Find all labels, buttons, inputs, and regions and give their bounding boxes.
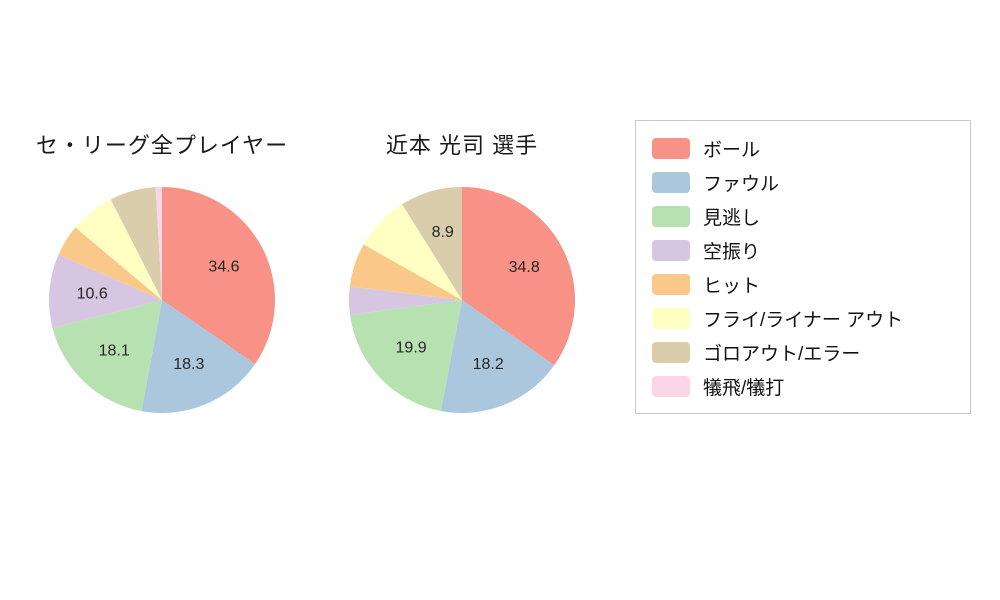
pie-slice-label-2: 19.9 [396,339,427,356]
legend-label-called-strike: 見逃し [703,207,761,229]
legend-item-hit: ヒット [652,267,954,301]
pie-slice-1 [141,300,256,414]
legend: ボール ファウル 見逃し 空振り ヒット フライ/ライナー アウト ゴロアウト/… [635,120,971,414]
pie-slice-0 [162,187,275,365]
pie-slice-5 [75,199,162,300]
pie-slice-6 [110,187,162,300]
legend-label-groundout-error: ゴロアウト/エラー [703,343,861,365]
legend-item-sacrifice: 犠飛/犠打 [652,369,954,403]
legend-label-foul: ファウル [703,173,780,195]
pie-slice-1 [440,300,555,414]
legend-swatch-called-strike [652,205,690,227]
pie-slice-5 [363,204,462,300]
legend-swatch-swinging-miss [652,239,690,261]
legend-swatch-groundout-error [652,341,690,363]
legend-label-sacrifice: 犠飛/犠打 [703,377,785,399]
legend-item-fly-liner-out: フライ/ライナー アウト [652,301,954,335]
pie-slice-label-1: 18.2 [473,356,504,373]
pie-slice-label-3: 10.6 [77,286,108,303]
pie-slice-3 [348,286,462,315]
pie-slice-label-0: 34.8 [509,259,540,276]
legend-label-hit: ヒット [703,275,761,297]
pie-slice-0 [462,187,576,366]
left-pie-title: セ・リーグ全プレイヤー [35,133,289,158]
legend-label-swinging-miss: 空振り [703,241,761,263]
legend-swatch-fly-liner-out [652,307,690,329]
legend-label-ball: ボール [703,139,761,161]
pie-slice-label-6: 8.9 [432,224,454,241]
legend-swatch-hit [652,273,690,295]
right-pie-title: 近本 光司 選手 [385,133,539,158]
legend-item-ball: ボール [652,131,954,165]
pie-slice-label-2: 18.1 [99,342,130,359]
legend-swatch-ball [652,137,690,159]
pie-slice-label-0: 34.6 [208,259,239,276]
pie-slice-2 [349,300,462,411]
pie-slice-3 [49,254,163,329]
legend-swatch-sacrifice [652,375,690,397]
pie-chart-league-all-players: 34.6 18.3 18.1 10.6 [49,187,275,414]
pie-slice-7 [155,187,162,300]
pie-chart-chikamoto-koji: 34.8 18.2 19.9 8.9 [348,187,576,414]
pie-slice-4 [58,227,162,300]
pie-slice-label-1: 18.3 [173,356,204,373]
legend-item-swinging-miss: 空振り [652,233,954,267]
legend-item-foul: ファウル [652,165,954,199]
legend-swatch-foul [652,171,690,193]
pie-slice-6 [402,187,462,300]
legend-item-groundout-error: ゴロアウト/エラー [652,335,954,369]
pie-slice-2 [52,300,162,412]
legend-label-fly-liner-out: フライ/ライナー アウト [703,309,904,331]
pie-slice-4 [349,244,462,300]
legend-item-called-strike: 見逃し [652,199,954,233]
